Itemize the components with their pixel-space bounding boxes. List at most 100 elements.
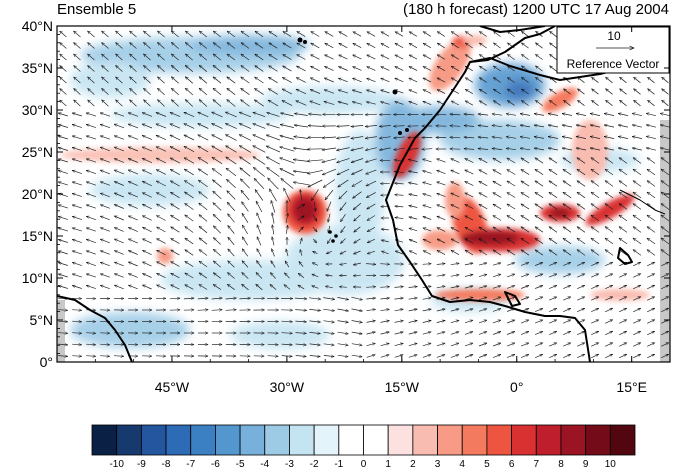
island-madeira [392, 89, 398, 95]
wind-vector [478, 320, 487, 324]
wind-vector [280, 168, 295, 176]
wind-vector [437, 31, 445, 37]
wind-vector [128, 285, 138, 290]
wind-vector [590, 148, 601, 151]
colorbar-bin [461, 424, 488, 456]
wind-vector [493, 31, 501, 37]
wind-vector [506, 286, 515, 289]
wind-vector [437, 215, 446, 221]
wind-vector [591, 227, 600, 233]
wind-vector [605, 227, 614, 233]
wind-vector [660, 113, 670, 117]
wind-vector [323, 179, 335, 188]
wind-vector [253, 145, 266, 153]
wind-vector [58, 182, 69, 186]
wind-vector [281, 321, 292, 322]
wind-vector [184, 134, 195, 141]
wind-vector [225, 298, 237, 299]
wind-vector [409, 194, 418, 196]
wind-vector [479, 157, 488, 164]
wind-vector [199, 77, 208, 84]
wind-vector [646, 148, 656, 151]
wind-vector [293, 148, 309, 151]
colorbar-bin [363, 424, 389, 456]
wind-vector [521, 226, 530, 233]
colorbar-label: -4 [260, 459, 269, 470]
wind-vector [408, 298, 418, 299]
wind-vector [185, 227, 194, 233]
wind-vector [493, 226, 502, 233]
wind-vector [506, 320, 515, 324]
wind-vector [395, 195, 404, 196]
wind-vector [661, 261, 669, 267]
wind-vector [535, 54, 543, 60]
wind-vector [395, 66, 404, 71]
wind-vector [563, 285, 571, 289]
wind-vector [520, 286, 529, 289]
wind-vector [255, 76, 264, 84]
wind-vector [661, 296, 669, 301]
wind-vector [88, 43, 95, 49]
colorbar-bin [585, 424, 611, 456]
wind-vector [130, 88, 137, 95]
wind-vector [142, 238, 152, 244]
wind-vector [451, 65, 460, 72]
wind-vector [253, 112, 266, 118]
wind-vector [478, 125, 489, 126]
wind-vector [239, 298, 250, 299]
wind-vector [114, 147, 125, 152]
wind-vector [352, 90, 362, 94]
wind-vector [171, 284, 180, 290]
wind-vector [311, 31, 320, 37]
wind-vector [60, 89, 67, 95]
wind-vector [58, 148, 69, 151]
wind-vector [280, 136, 295, 140]
wind-vector [313, 250, 318, 253]
wind-vector [185, 238, 194, 245]
wind-vector [620, 100, 627, 107]
wind-vector [185, 77, 194, 84]
wind-vector [590, 113, 601, 116]
wind-vector [576, 148, 587, 151]
wind-vector [340, 238, 346, 244]
wind-vector [549, 157, 558, 164]
wind-vector [535, 169, 544, 175]
wind-vector [311, 54, 320, 60]
wind-vector [619, 204, 628, 210]
wind-vector [272, 225, 274, 235]
wind-vector [353, 42, 362, 49]
wind-vector [479, 226, 488, 233]
wind-vector [507, 215, 516, 221]
wind-vector [562, 125, 573, 128]
wind-vector [100, 136, 111, 140]
wind-vector [605, 273, 613, 278]
wind-vector [213, 273, 222, 279]
wind-vector [298, 227, 304, 233]
wind-vector [255, 54, 264, 61]
wind-vector [395, 77, 404, 83]
wind-vector [380, 298, 389, 299]
wind-vector [142, 169, 152, 175]
wind-vector [199, 238, 208, 245]
wind-vector [535, 89, 543, 95]
wind-vector [605, 296, 613, 301]
wind-vector [100, 113, 111, 117]
wind-vector [507, 66, 515, 72]
wind-vector [242, 202, 249, 212]
wind-vector [282, 77, 292, 83]
panel-title-right: (180 h forecast) 1200 UTC 17 Aug 2004 [402, 1, 669, 18]
wind-vector [142, 124, 153, 129]
wind-vector [102, 77, 109, 84]
wind-vector [619, 284, 627, 290]
wind-vector [227, 43, 236, 49]
wind-vector [367, 203, 376, 210]
wind-vector [379, 147, 391, 150]
wind-vector [242, 284, 249, 291]
wind-vector [648, 89, 655, 95]
wind-vector [521, 31, 529, 37]
wind-vector [465, 77, 473, 83]
wind-vector [199, 250, 208, 256]
wind-vector [592, 100, 599, 106]
wind-vector [506, 148, 517, 149]
